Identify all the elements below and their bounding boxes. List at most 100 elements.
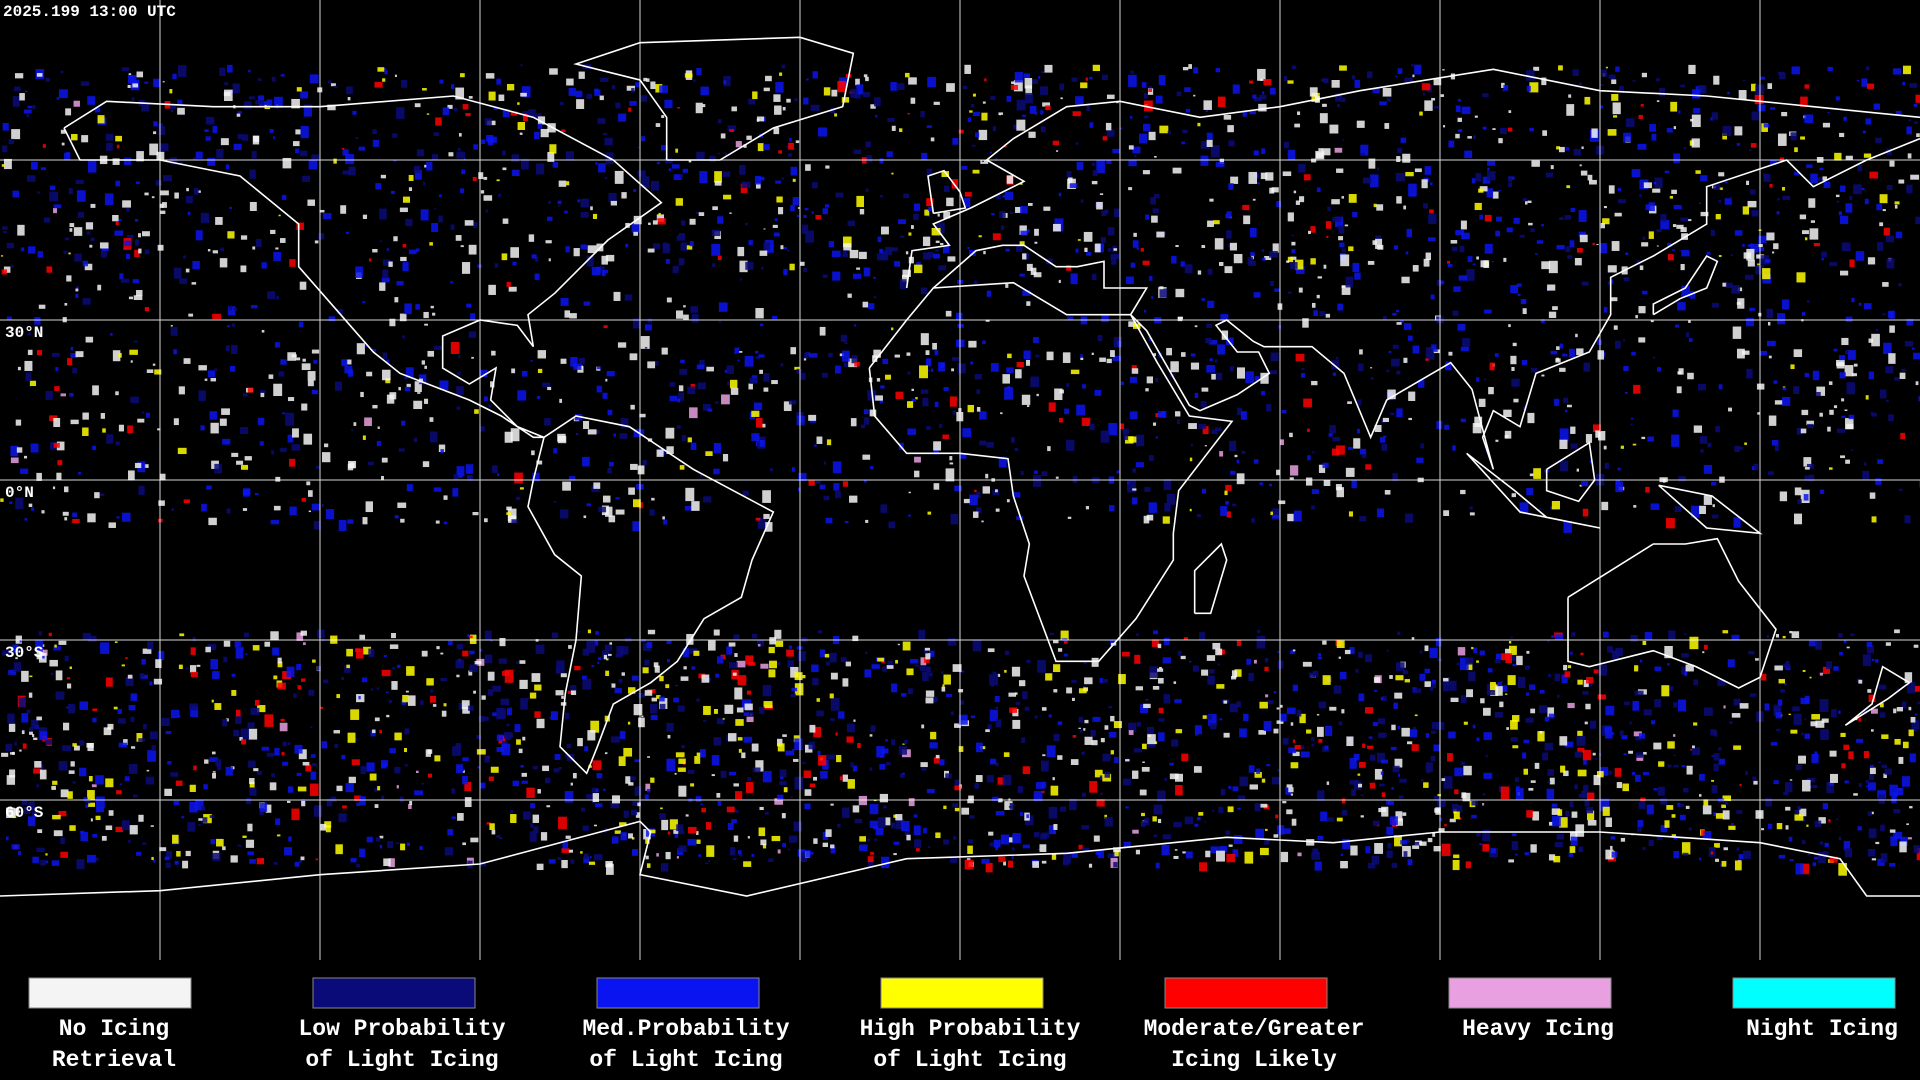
icing-pixel (1680, 814, 1686, 821)
icing-pixel (733, 634, 740, 640)
icing-pixel (1386, 850, 1393, 859)
icing-pixel (27, 349, 33, 356)
icing-pixel (1291, 249, 1296, 254)
icing-pixel (1804, 475, 1811, 481)
icing-pixel (1027, 202, 1033, 206)
icing-pixel (1845, 155, 1853, 161)
icing-pixel (434, 755, 441, 762)
icing-pixel (1656, 229, 1662, 232)
icing-pixel (152, 859, 156, 863)
icing-pixel (920, 657, 927, 666)
icing-pixel (1635, 315, 1638, 319)
icing-pixel (678, 845, 687, 853)
icing-pixel (1593, 774, 1601, 786)
icing-pixel (597, 118, 606, 124)
icing-pixel (962, 428, 971, 438)
icing-pixel (1657, 367, 1662, 372)
icing-pixel (1205, 337, 1212, 344)
icing-pixel (1290, 256, 1297, 260)
icing-pixel (879, 793, 889, 803)
icing-pixel (115, 180, 121, 187)
icing-pixel (816, 698, 820, 702)
icing-pixel (1193, 67, 1199, 74)
icing-pixel (957, 363, 966, 374)
icing-pixel (686, 633, 694, 645)
icing-pixel (90, 237, 95, 242)
icing-pixel (842, 253, 849, 257)
icing-pixel (583, 420, 590, 429)
icing-pixel (25, 372, 32, 381)
icing-pixel (1630, 634, 1638, 642)
icing-pixel (537, 368, 543, 374)
icing-pixel (1600, 105, 1604, 109)
icing-pixel (1433, 744, 1440, 752)
icing-pixel (296, 632, 304, 641)
icing-pixel (1110, 350, 1115, 357)
icing-pixel (1853, 793, 1858, 796)
icing-pixel (763, 228, 766, 230)
icing-pixel (1572, 69, 1579, 76)
icing-pixel (1407, 741, 1413, 745)
icing-pixel (865, 76, 869, 82)
icing-pixel (1866, 66, 1870, 71)
icing-pixel (1322, 462, 1329, 469)
icing-pixel (1840, 270, 1849, 276)
icing-pixel (486, 822, 491, 825)
icing-pixel (1619, 730, 1624, 736)
icing-pixel (674, 772, 677, 775)
icing-pixel (1181, 141, 1186, 145)
icing-pixel (421, 782, 425, 785)
icing-pixel (923, 827, 927, 834)
icing-pixel (1911, 347, 1915, 350)
icing-pixel (396, 785, 399, 789)
icing-pixel (1272, 243, 1279, 253)
icing-pixel (985, 862, 993, 873)
icing-pixel (946, 197, 954, 207)
icing-pixel (1376, 508, 1385, 518)
icing-pixel (943, 185, 950, 192)
icing-pixel (296, 222, 304, 230)
icing-pixel (1169, 773, 1179, 780)
icing-pixel (1334, 147, 1343, 153)
icing-pixel (468, 705, 474, 711)
icing-pixel (1011, 856, 1014, 859)
icing-pixel (628, 687, 636, 694)
icing-pixel (55, 670, 63, 681)
icing-pixel (1823, 851, 1829, 858)
icing-pixel (1603, 206, 1607, 209)
icing-pixel (1030, 79, 1038, 85)
icing-pixel (618, 113, 627, 122)
icing-pixel (769, 468, 773, 472)
icing-pixel (1772, 439, 1779, 446)
icing-pixel (1083, 662, 1087, 664)
icing-pixel (1206, 132, 1213, 140)
icing-pixel (346, 664, 350, 669)
icing-pixel (1607, 129, 1617, 136)
icing-pixel (1515, 853, 1518, 856)
icing-pixel (312, 659, 316, 663)
icing-pixel (233, 729, 240, 737)
icing-pixel (1587, 820, 1597, 826)
icing-pixel (751, 433, 760, 441)
icing-pixel (591, 800, 596, 804)
icing-pixel (186, 187, 189, 192)
icing-pixel (1248, 765, 1255, 773)
icing-pixel (963, 198, 971, 208)
icing-pixel (197, 190, 201, 193)
icing-pixel (1341, 798, 1346, 804)
icing-pixel (1048, 714, 1052, 718)
icing-pixel (717, 800, 722, 806)
icing-pixel (1060, 97, 1063, 100)
icing-pixel (1060, 630, 1069, 641)
icing-pixel (504, 431, 513, 443)
icing-pixel (1551, 803, 1558, 808)
icing-pixel (1639, 194, 1642, 197)
icing-pixel (1488, 386, 1494, 395)
icing-pixel (744, 355, 754, 367)
icing-pixel (67, 683, 72, 689)
icing-pixel (1715, 858, 1719, 862)
icing-pixel (823, 87, 831, 96)
icing-pixel (1148, 86, 1153, 90)
icing-pixel (1553, 855, 1561, 863)
icing-pixel (1135, 686, 1143, 691)
